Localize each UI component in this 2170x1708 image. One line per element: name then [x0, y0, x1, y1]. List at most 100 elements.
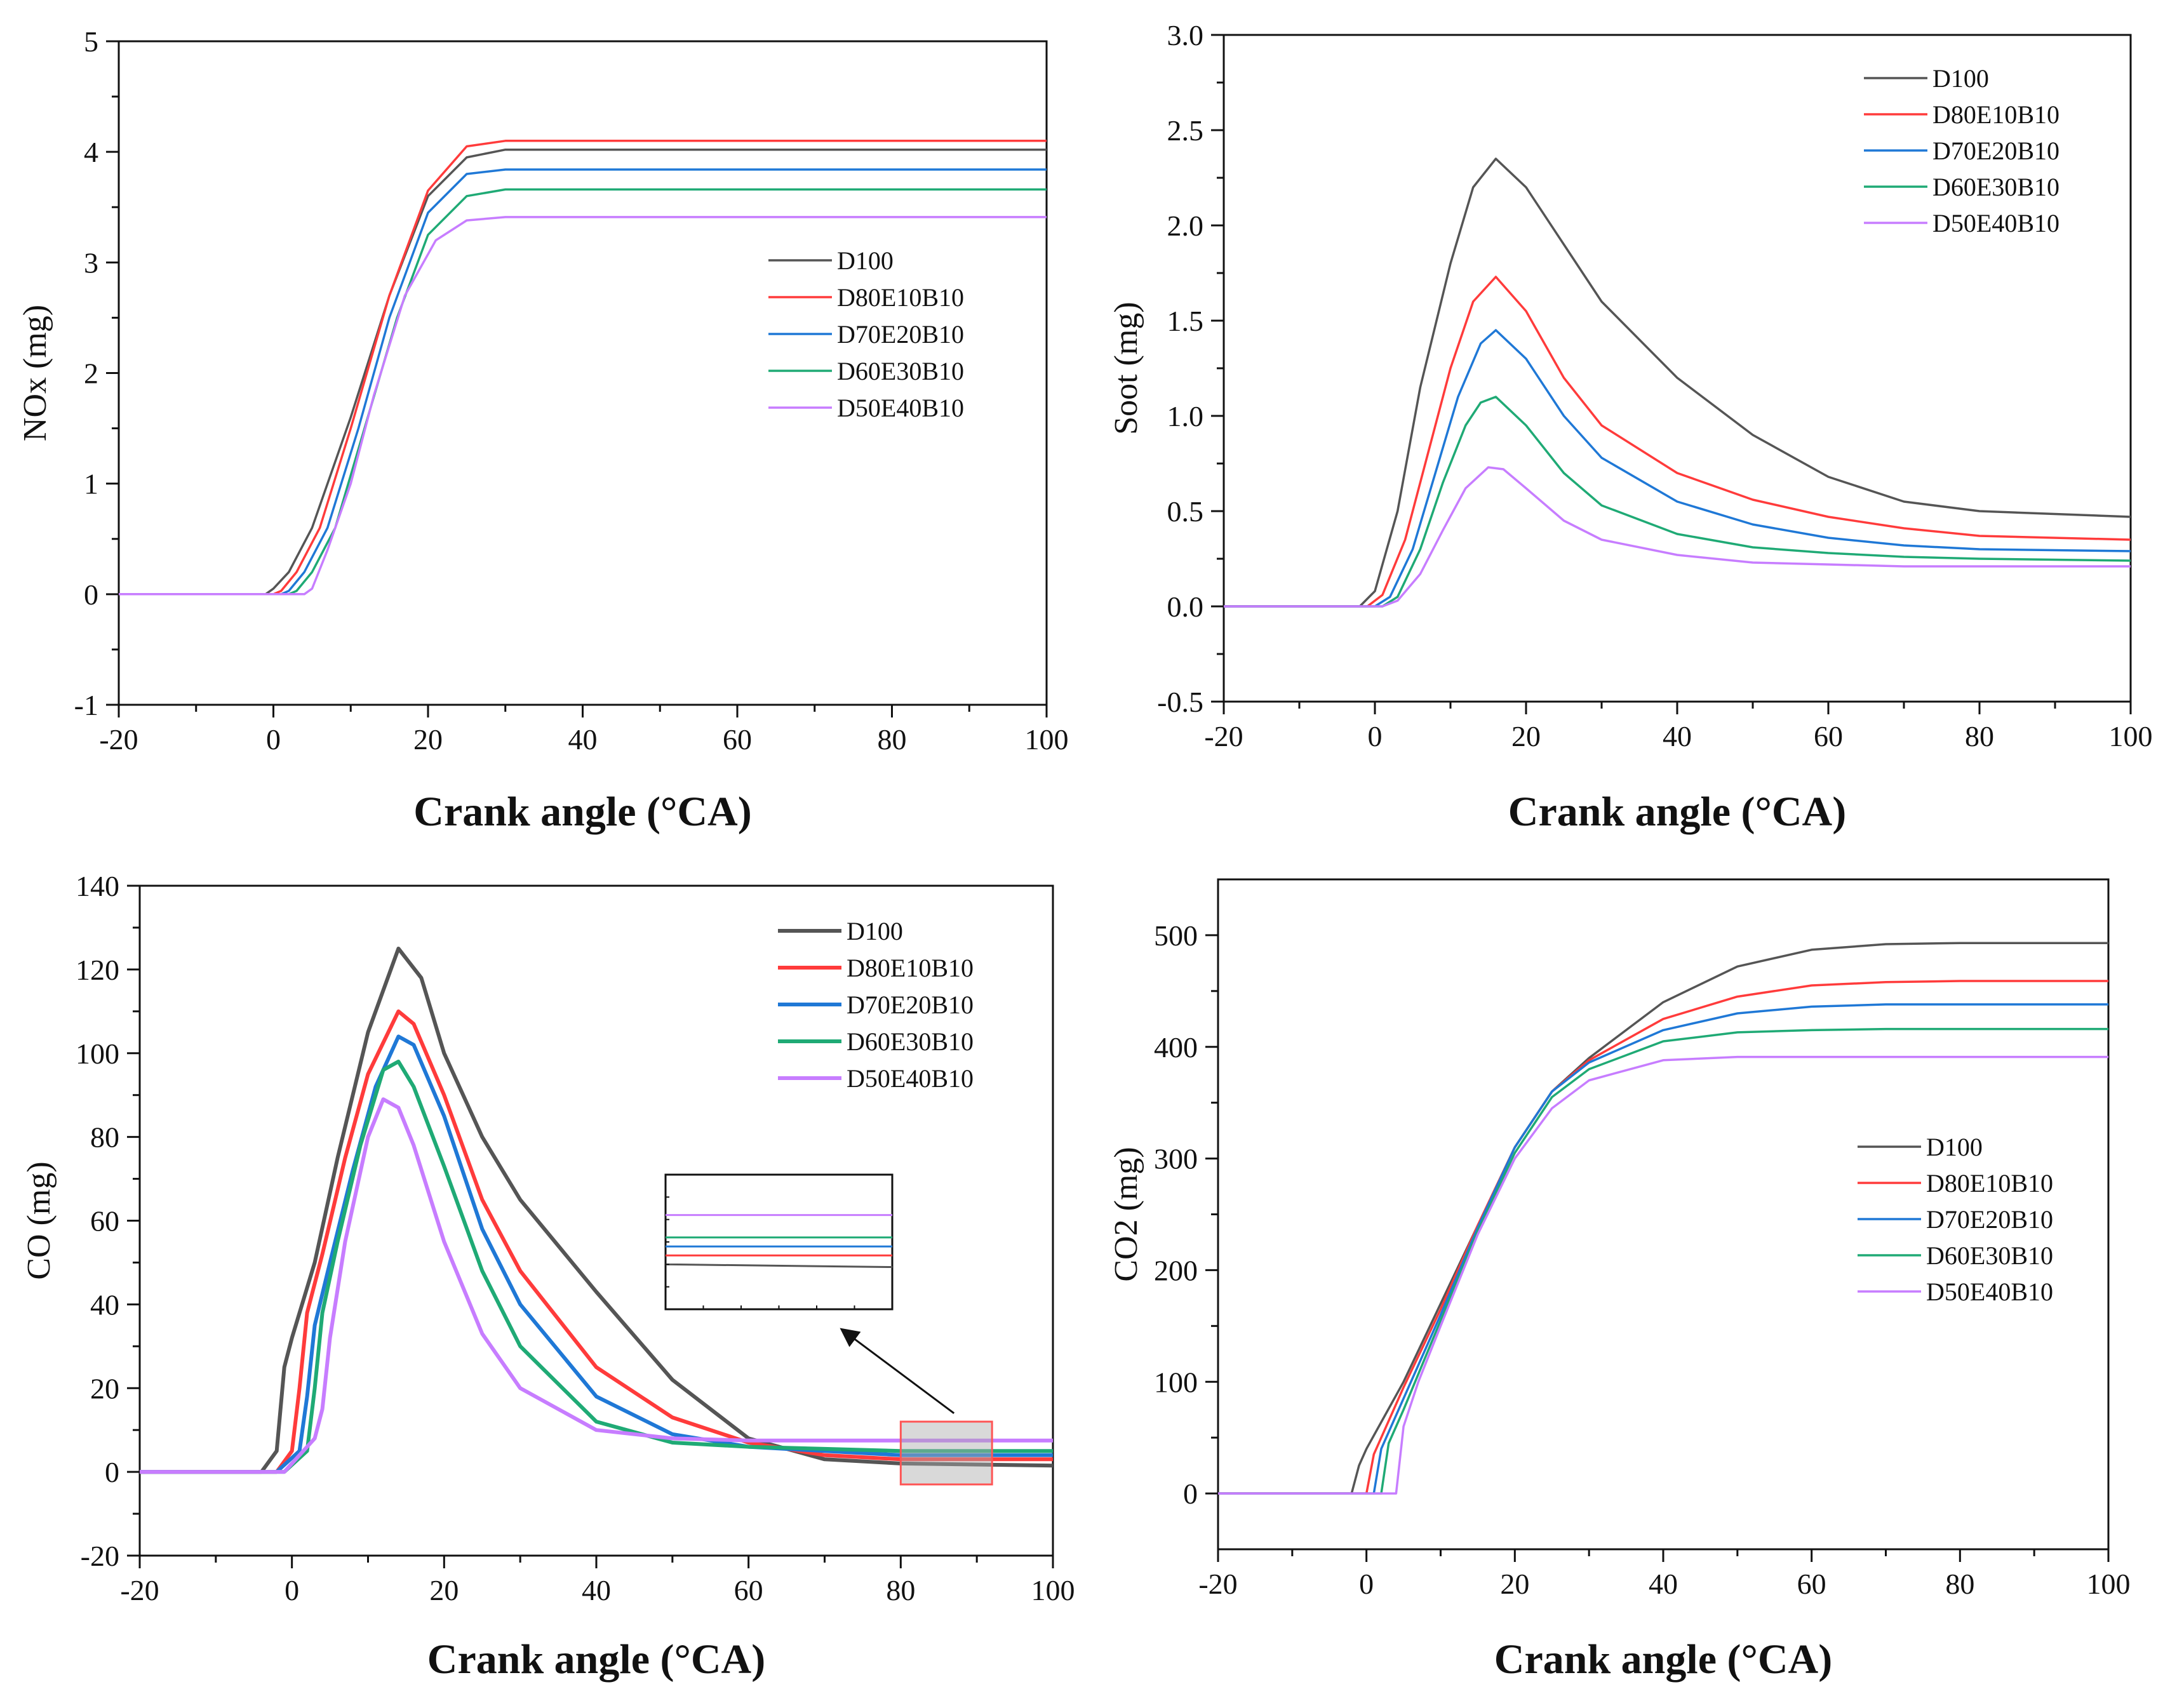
co-ytick-label: 40: [90, 1288, 119, 1321]
nox-xtick-label: 0: [266, 723, 281, 756]
co-chart: -20 0 20 40 60 80 100 -20 0 20 40 60 80 100 120 140 CO (…: [21, 870, 1075, 1683]
co-ytick-label: 60: [90, 1205, 119, 1238]
co2-xlabel: Crank angle (°CA): [1494, 1636, 1832, 1683]
co-ytick-label: 0: [105, 1456, 119, 1488]
co-xtick-label: 40: [582, 1574, 611, 1606]
nox-xtick-label: 20: [413, 723, 443, 756]
soot-xtick-label: 20: [1511, 720, 1541, 752]
co-series-d100: [140, 946, 1053, 1474]
nox-ytick-label: 2: [84, 357, 98, 390]
soot-chart: -20 0 20 40 60 80 100 -0.5 0.0 0.5 1.0 1.5 2.0 2.5 3.0…: [1108, 19, 2153, 835]
soot-ytick-label: 2.0: [1167, 210, 1204, 242]
co-legend-label-d50e40b10: D50E40B10: [847, 1064, 974, 1093]
co2-series-d70e20b10: [1218, 1003, 2108, 1495]
co-ytick-label: 140: [76, 870, 119, 902]
nox-series-d70e20b10: [119, 168, 1047, 596]
co-xtick-label: 20: [429, 1574, 459, 1606]
nox-legend: D100 D80E10B10 D70E20B10 D60E30B10 D50E40B10: [768, 246, 964, 422]
soot-legend: D100 D80E10B10 D70E20B10 D60E30B10 D50E40B10: [1864, 64, 2059, 237]
co-legend: D100 D80E10B10 D70E20B10 D60E30B10 D50E40B10: [778, 917, 974, 1093]
co-legend-label-d60e30b10: D60E30B10: [847, 1027, 974, 1056]
nox-xtick-label: 100: [1025, 723, 1069, 756]
soot-ytick-label: 2.5: [1167, 114, 1204, 147]
co2-ytick-label: 200: [1154, 1254, 1198, 1286]
nox-legend-label-d100: D100: [837, 246, 894, 275]
co-xtick-label: 0: [285, 1574, 299, 1606]
co-ylabel: CO (mg): [21, 1161, 57, 1279]
co2-legend-label-d100: D100: [1926, 1133, 1983, 1161]
soot-xtick-label: 80: [1965, 720, 1994, 752]
co2-ytick-label: 100: [1154, 1366, 1198, 1398]
co-xtick-label: 100: [1031, 1574, 1075, 1606]
nox-series-d60e30b10: [119, 188, 1047, 596]
co2-xtick-label: 40: [1649, 1568, 1678, 1600]
co2-xtick-label: 100: [2087, 1568, 2131, 1600]
co2-ytick-label: 400: [1154, 1031, 1198, 1064]
nox-ytick-label: 0: [84, 578, 98, 611]
co-series-d50e40b10: [140, 1097, 1053, 1474]
co2-xtick-label: 80: [1945, 1568, 1974, 1600]
co-series-d80e10b10: [140, 1009, 1053, 1474]
co2-xtick-label: 0: [1359, 1568, 1374, 1600]
soot-series-d60e30b10: [1224, 396, 2131, 608]
co2-legend-label-d80e10b10: D80E10B10: [1926, 1169, 2053, 1198]
co-ytick-label: -20: [81, 1540, 119, 1572]
soot-series-d100: [1224, 157, 2131, 608]
co-xtick-label: 60: [734, 1574, 763, 1606]
nox-chart: -20 0 20 40 60 80 100 -1 0 1 2 3 4 5 NOx (mg) Crank ang…: [17, 25, 1069, 835]
nox-ylabel: NOx (mg): [17, 305, 53, 441]
co-legend-label-d100: D100: [847, 917, 903, 945]
soot-series-d50e40b10: [1224, 466, 2131, 608]
soot-plot-frame: [1222, 34, 2132, 703]
co-xtick-label: 80: [886, 1574, 915, 1606]
soot-ytick-label: 3.0: [1167, 19, 1204, 51]
nox-ytick-label: 4: [84, 136, 98, 168]
co2-ytick-label: 300: [1154, 1143, 1198, 1175]
soot-legend-label-d60e30b10: D60E30B10: [1932, 173, 2059, 201]
soot-xtick-label: 0: [1368, 720, 1383, 752]
nox-xtick-label: 40: [568, 723, 598, 756]
soot-xtick-label: 40: [1663, 720, 1692, 752]
soot-xtick-label: 100: [2109, 720, 2153, 752]
co-xlabel: Crank angle (°CA): [427, 1636, 765, 1683]
co-legend-label-d70e20b10: D70E20B10: [847, 991, 974, 1019]
co2-ytick-label: 500: [1154, 919, 1198, 952]
soot-ytick-label: -0.5: [1157, 686, 1203, 718]
co-series-d60e30b10: [140, 1059, 1053, 1474]
co2-legend-label-d60e30b10: D60E30B10: [1926, 1241, 2053, 1270]
co2-xtick-label: -20: [1198, 1568, 1237, 1600]
nox-legend-label-d70e20b10: D70E20B10: [837, 320, 964, 349]
soot-ytick-label: 0.5: [1167, 495, 1204, 528]
nox-xtick-label: -20: [99, 723, 138, 756]
co-series-d70e20b10: [140, 1034, 1053, 1474]
co-legend-label-d80e10b10: D80E10B10: [847, 954, 974, 982]
nox-series-d80e10b10: [119, 140, 1047, 596]
nox-legend-label-d60e30b10: D60E30B10: [837, 357, 964, 385]
co-ytick-label: 20: [90, 1372, 119, 1404]
co2-xtick-label: 60: [1797, 1568, 1826, 1600]
co-inset-series-d50e40b10: [666, 1214, 892, 1217]
nox-xlabel: Crank angle (°CA): [413, 789, 751, 835]
soot-legend-label-d80e10b10: D80E10B10: [1932, 100, 2059, 129]
nox-ytick-label: 1: [84, 468, 98, 500]
soot-xtick-label: 60: [1814, 720, 1843, 752]
soot-ytick-label: 1.0: [1167, 400, 1204, 432]
co2-series-d50e40b10: [1218, 1055, 2108, 1495]
co2-ytick-label: 0: [1183, 1478, 1198, 1510]
co2-legend-label-d70e20b10: D70E20B10: [1926, 1205, 2053, 1234]
soot-ylabel: Soot (mg): [1108, 302, 1144, 434]
co2-series-d60e30b10: [1218, 1027, 2108, 1495]
nox-ytick-label: 3: [84, 246, 98, 279]
co-ytick-label: 100: [76, 1037, 119, 1070]
co2-chart: -20 0 20 40 60 80 100 0 100 200 300 400 500 CO2 (mg) C…: [1108, 878, 2131, 1683]
co2-ylabel: CO2 (mg): [1108, 1147, 1144, 1281]
co-ytick-label: 80: [90, 1121, 119, 1154]
soot-xlabel: Crank angle (°CA): [1508, 789, 1846, 835]
co-inset-frame: [664, 1173, 894, 1311]
nox-xtick-label: 60: [723, 723, 752, 756]
soot-series-d80e10b10: [1224, 276, 2131, 608]
nox-series-d50e40b10: [119, 216, 1047, 596]
nox-legend-label-d80e10b10: D80E10B10: [837, 283, 964, 312]
nox-ytick-label: 5: [84, 25, 98, 58]
